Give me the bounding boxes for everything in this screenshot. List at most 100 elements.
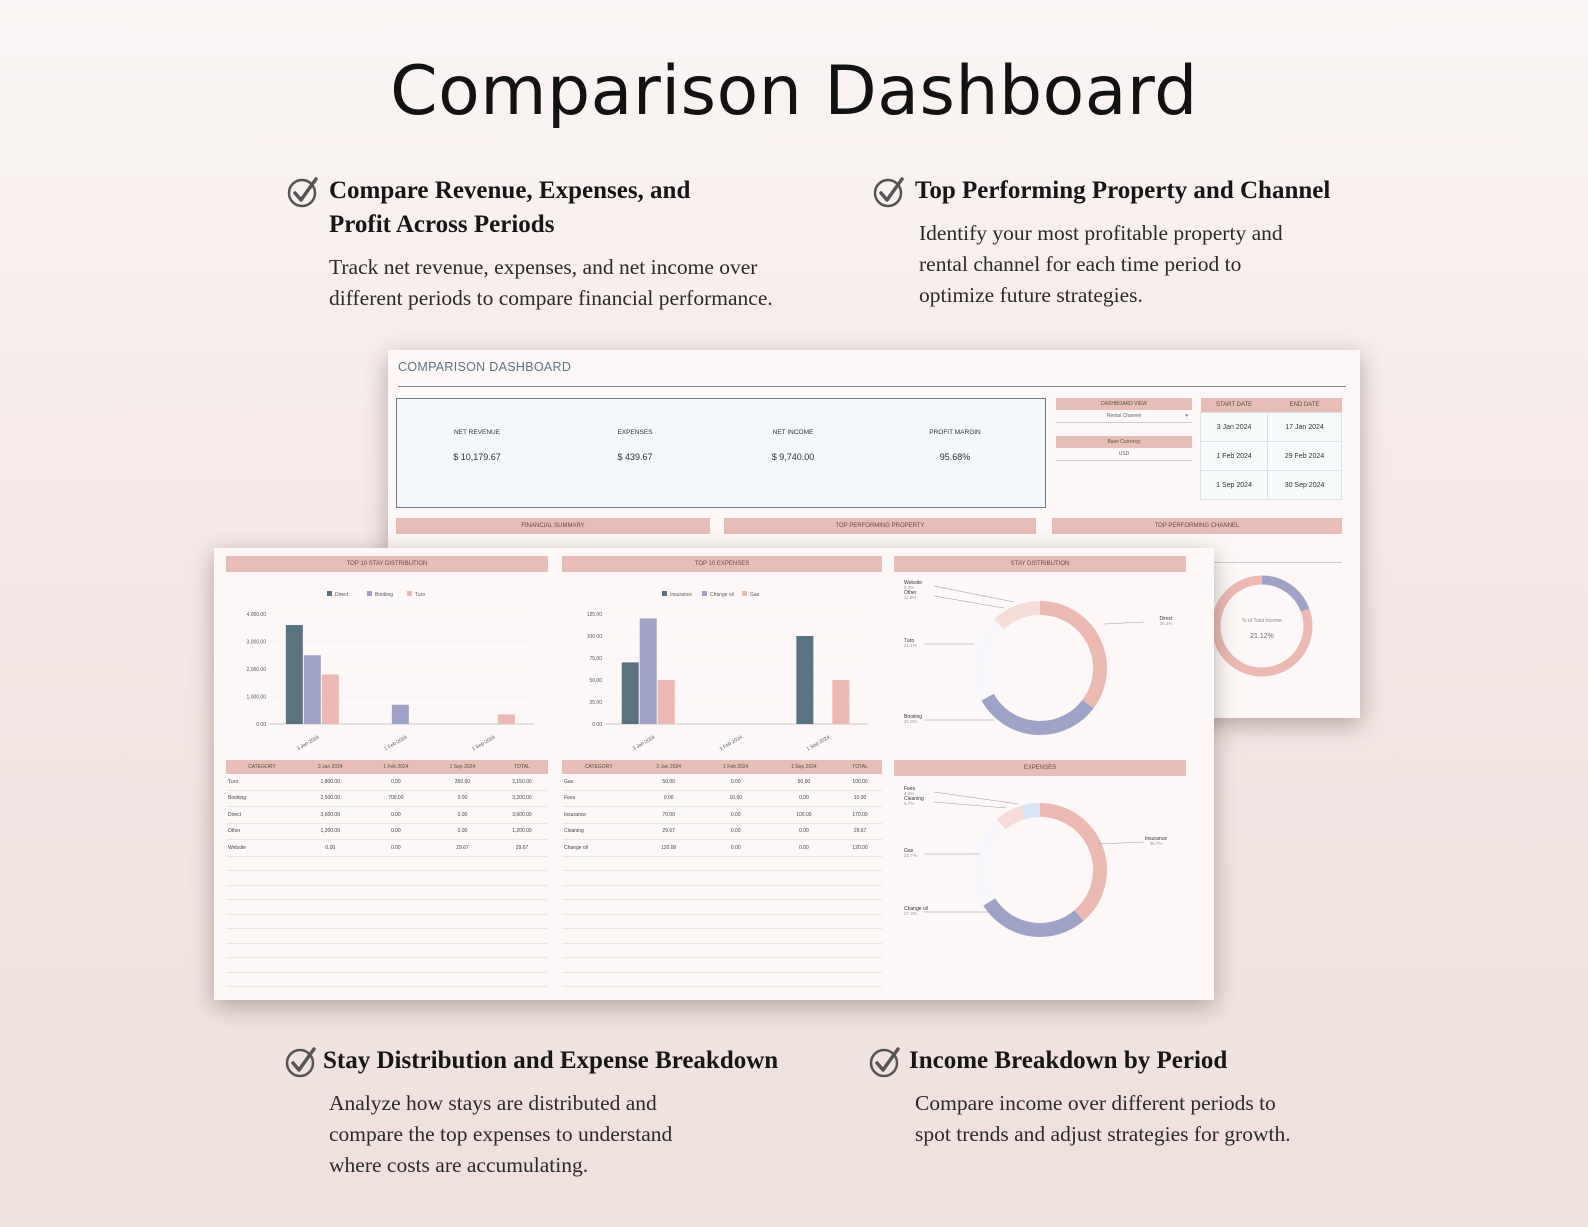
section-financial-summary: FINANCIAL SUMMARY bbox=[396, 518, 710, 534]
donut-slice-turo bbox=[973, 619, 1004, 701]
table-cell: 0.00 bbox=[428, 790, 496, 807]
legend-label: Gas bbox=[750, 592, 760, 598]
bar-booking bbox=[391, 704, 409, 724]
slice-percent: 38.7% bbox=[1150, 841, 1163, 846]
table-cell: 2,150.00 bbox=[495, 774, 548, 791]
table-cell: 0.00 bbox=[769, 790, 839, 807]
table-cell: 0.00 bbox=[428, 823, 496, 840]
feature-top-performing: Top Performing Property and Channel Iden… bbox=[872, 174, 1372, 311]
donut-label: % of Total Income bbox=[1242, 618, 1282, 624]
y-tick-label: 25.00 bbox=[589, 700, 602, 706]
end-date-header: END DATE bbox=[1267, 398, 1342, 413]
table-cell: Change oil bbox=[562, 839, 636, 857]
y-tick-label: 4,000.00 bbox=[247, 612, 267, 618]
donut-chart-title: EXPENSES bbox=[894, 760, 1186, 776]
table-cell: 3,600.00 bbox=[495, 806, 548, 824]
donut-slice-gas bbox=[973, 818, 1006, 906]
table-cell: 100.00 bbox=[769, 806, 839, 824]
period-start[interactable]: 1 Feb 2024 bbox=[1199, 441, 1269, 471]
slice-percent: 6.7% bbox=[904, 801, 914, 806]
donut-chart-title: STAY DISTRIBUTION bbox=[894, 556, 1186, 572]
x-tick-label: 3 Jan 2024 bbox=[632, 734, 657, 752]
base-currency-select[interactable]: USD bbox=[1056, 448, 1192, 461]
legend-label: Booking bbox=[375, 592, 393, 598]
table-cell: 120.00 bbox=[838, 839, 882, 857]
slice-percent: 11.8% bbox=[904, 595, 916, 600]
y-tick-label: 125.00 bbox=[587, 612, 603, 618]
dashboard-view-select[interactable]: Rental Channel ▾ bbox=[1056, 410, 1192, 423]
bar-gas bbox=[657, 680, 675, 724]
donut-slice-fees bbox=[1021, 803, 1041, 820]
dashboard-screenshot-front: TOP 10 STAY DISTRIBUTION TOP 10 EXPENSES… bbox=[214, 548, 1214, 1000]
legend-label: Change oil bbox=[710, 592, 734, 598]
slice-percent: 22.7% bbox=[904, 853, 917, 858]
legend-swatch bbox=[327, 591, 332, 596]
bar-turo bbox=[497, 714, 515, 724]
period-start[interactable]: 1 Sep 2024 bbox=[1199, 470, 1269, 500]
kpi-net-revenue: NET REVENUE $ 10,179.67 bbox=[453, 429, 501, 462]
y-tick-label: 50.00 bbox=[589, 678, 602, 684]
table-cell: 0.00 bbox=[428, 806, 496, 824]
table-row: Other 1,200.00 0.00 0.00 1,200.00 bbox=[226, 823, 548, 840]
table-cell: Turo bbox=[226, 774, 298, 791]
table-cell: 29.67 bbox=[495, 839, 548, 857]
bar-chart-title: TOP 10 EXPENSES bbox=[562, 556, 882, 572]
y-tick-label: 1,000.00 bbox=[247, 695, 267, 701]
period-end[interactable]: 17 Jan 2024 bbox=[1267, 412, 1342, 442]
x-tick-label: 1 Feb 2024 bbox=[719, 734, 744, 752]
empty-rows bbox=[562, 842, 882, 987]
feature-heading: Top Performing Property and Channel bbox=[915, 177, 1331, 204]
expenses-bar-chart: Insurance Change oil Gas 125.00 100.00 75.00 5… bbox=[587, 591, 868, 753]
donut-slice-booking bbox=[981, 693, 1094, 735]
legend-swatch bbox=[702, 591, 707, 596]
table-cell: Booking bbox=[226, 790, 298, 807]
x-tick-label: 1 Feb 2024 bbox=[383, 734, 408, 752]
table-cell: Direct bbox=[226, 806, 298, 824]
table-cell: 0.00 bbox=[362, 823, 429, 840]
slice-label: Turo bbox=[904, 638, 914, 644]
period-end[interactable]: 30 Sep 2024 bbox=[1267, 470, 1342, 500]
column-header: CATEGORY bbox=[226, 760, 298, 774]
legend-label: Turo bbox=[415, 592, 425, 598]
period-start[interactable]: 3 Jan 2024 bbox=[1199, 412, 1269, 442]
column-header: 1 Feb 2024 bbox=[701, 760, 770, 774]
table-cell: 170.00 bbox=[838, 806, 882, 824]
income-donut-chart: % of Total Income 21.12% bbox=[1211, 575, 1313, 677]
stay-table: CATEGORY 3 Jan 2024 1 Feb 2024 1 Sep 2024 TO… bbox=[226, 760, 548, 857]
slice-label: Other bbox=[904, 590, 917, 596]
period-end[interactable]: 29 Feb 2024 bbox=[1267, 441, 1342, 471]
x-tick-label: 3 Jan 2024 bbox=[296, 734, 321, 752]
column-header: 3 Jan 2024 bbox=[297, 760, 363, 774]
table-cell: 70.00 bbox=[635, 806, 702, 824]
section-top-channel: TOP PERFORMING CHANNEL bbox=[1052, 518, 1342, 534]
column-header: 1 Sep 2024 bbox=[428, 760, 496, 774]
slice-percent: 31.8% bbox=[904, 719, 917, 724]
table-cell: 50.00 bbox=[635, 774, 702, 791]
table-cell: 0.00 bbox=[701, 823, 770, 840]
y-tick-label: 0.00 bbox=[592, 722, 602, 728]
kpi-panel: NET REVENUE $ 10,179.67 EXPENSES $ 439.67 … bbox=[396, 398, 1046, 508]
table-cell: 1,200.00 bbox=[495, 823, 548, 840]
table-cell: 1,800.00 bbox=[297, 774, 363, 791]
column-header: 1 Sep 2024 bbox=[769, 760, 839, 774]
donut-value: 21.12% bbox=[1250, 633, 1274, 640]
slice-label: Website bbox=[904, 580, 922, 586]
table-cell: 1,200.00 bbox=[297, 823, 363, 840]
kpi-profit-margin: PROFIT MARGIN 95.68% bbox=[929, 429, 981, 462]
donut-slice-other bbox=[994, 601, 1041, 630]
divider bbox=[1206, 562, 1342, 563]
column-header: TOTAL bbox=[838, 760, 882, 774]
label-leader bbox=[933, 791, 1019, 805]
slice-percent: 0.3% bbox=[904, 585, 914, 590]
donut-slice-insurance bbox=[1039, 803, 1107, 921]
table-cell: 0.00 bbox=[769, 823, 839, 840]
dashboard-title: COMPARISON DASHBOARD bbox=[398, 360, 572, 374]
table-cell: 0.00 bbox=[701, 774, 770, 791]
table-cell: 3,200.00 bbox=[495, 790, 548, 807]
table-cell: 29.67 bbox=[838, 823, 882, 840]
slice-percent: 4.5% bbox=[904, 791, 914, 796]
table-cell: 120.00 bbox=[635, 839, 702, 857]
column-header: TOTAL bbox=[495, 760, 548, 774]
label-leader bbox=[933, 585, 1015, 603]
